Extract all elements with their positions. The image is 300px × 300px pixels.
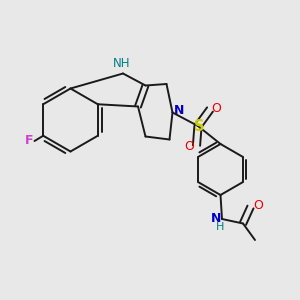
Text: H: H — [216, 221, 225, 232]
Text: O: O — [212, 101, 221, 115]
Text: S: S — [194, 119, 204, 134]
Text: NH: NH — [113, 57, 130, 70]
Text: F: F — [25, 134, 33, 148]
Text: O: O — [253, 199, 262, 212]
Text: N: N — [211, 212, 221, 225]
Text: N: N — [174, 103, 184, 117]
Text: O: O — [184, 140, 194, 153]
